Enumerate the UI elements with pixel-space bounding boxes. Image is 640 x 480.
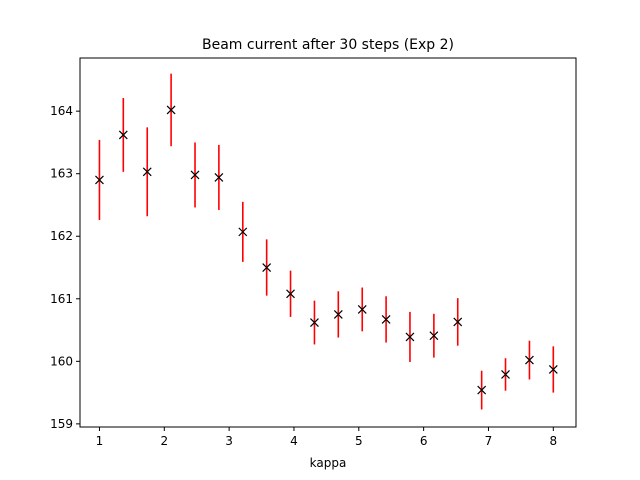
y-axis-ticks: 159 160 161 162 163 164 bbox=[50, 104, 80, 431]
x-tick-label: 3 bbox=[225, 434, 233, 448]
data-point-17 bbox=[501, 370, 510, 379]
data-point-19 bbox=[548, 365, 558, 374]
plot-area-frame bbox=[79, 57, 577, 428]
errorbar-layer bbox=[98, 73, 555, 410]
x-tick-label: 7 bbox=[485, 434, 493, 448]
x-axis-label: kappa bbox=[310, 456, 347, 470]
x-tick-label: 1 bbox=[96, 434, 104, 448]
data-point-4 bbox=[190, 170, 200, 180]
y-tick-label: 162 bbox=[50, 229, 73, 243]
data-point-3 bbox=[166, 105, 176, 115]
marker-layer bbox=[95, 105, 558, 395]
y-tick-label: 163 bbox=[50, 167, 73, 181]
data-point-14 bbox=[429, 331, 439, 341]
data-point-16 bbox=[477, 385, 487, 395]
data-point-12 bbox=[381, 315, 391, 324]
data-point-9 bbox=[310, 318, 319, 327]
data-point-6 bbox=[238, 227, 248, 237]
x-tick-label: 4 bbox=[290, 434, 298, 448]
data-point-18 bbox=[525, 355, 534, 365]
y-tick-label: 159 bbox=[50, 417, 73, 431]
x-axis-ticks: 1 2 3 4 5 6 7 8 bbox=[96, 427, 557, 448]
x-tick-label: 8 bbox=[549, 434, 557, 448]
data-point-1 bbox=[118, 130, 128, 140]
data-point-10 bbox=[333, 309, 343, 319]
y-tick-label: 160 bbox=[50, 354, 73, 368]
data-point-2 bbox=[142, 167, 152, 177]
data-point-15 bbox=[453, 317, 463, 327]
y-tick-label: 161 bbox=[50, 292, 73, 306]
data-point-7 bbox=[262, 263, 272, 272]
x-tick-label: 2 bbox=[160, 434, 168, 448]
data-point-13 bbox=[405, 332, 415, 342]
data-point-5 bbox=[214, 173, 224, 182]
x-tick-label: 6 bbox=[420, 434, 428, 448]
y-tick-label: 164 bbox=[50, 104, 73, 118]
data-point-0 bbox=[95, 175, 104, 185]
data-point-8 bbox=[286, 289, 295, 299]
data-point-11 bbox=[357, 304, 367, 314]
chart-title: Beam current after 30 steps (Exp 2) bbox=[202, 37, 454, 53]
x-tick-label: 5 bbox=[355, 434, 363, 448]
